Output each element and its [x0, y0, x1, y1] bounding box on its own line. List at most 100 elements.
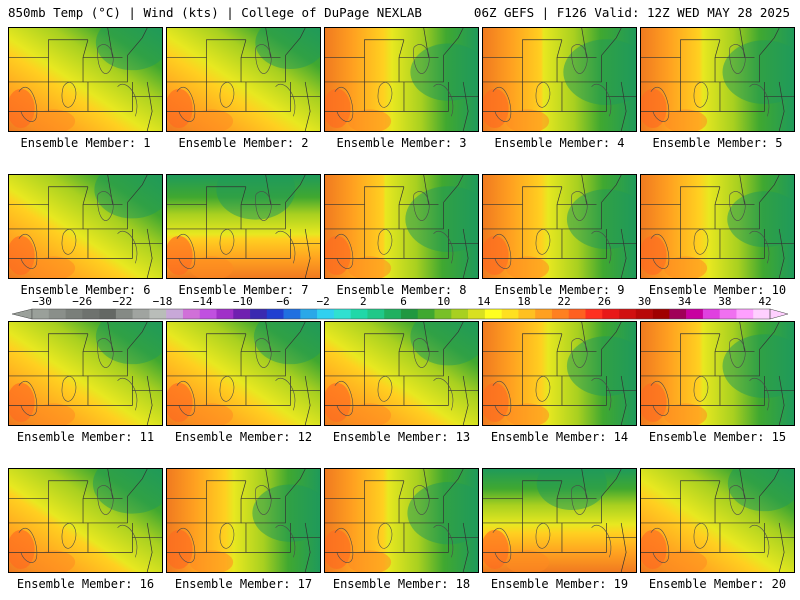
state-boundary [87, 228, 133, 259]
state-boundary [483, 39, 562, 58]
temperature-map [166, 321, 321, 426]
state-boundary [127, 28, 148, 56]
ensemble-panel: Ensemble Member: 13 [324, 321, 479, 444]
state-boundary [778, 228, 785, 278]
state-boundary [206, 81, 247, 112]
temperature-map [8, 174, 163, 279]
warm-area [9, 88, 35, 129]
ensemble-panel: Ensemble Member: 18 [324, 468, 479, 591]
contour-line [492, 87, 512, 122]
colorbar-swatch [250, 309, 268, 319]
contour-line [255, 485, 272, 515]
state-boundary [680, 228, 721, 259]
warm-area [347, 550, 392, 572]
state-boundary [483, 480, 562, 499]
state-boundary [285, 469, 306, 497]
contour-line [255, 191, 272, 221]
state-boundary [87, 522, 133, 553]
state-boundary [739, 28, 745, 58]
colorbar-swatch [115, 309, 133, 319]
state-boundary [87, 81, 133, 112]
ensemble-member-label: Ensemble Member: 20 [648, 577, 787, 591]
colorbar-tick-label: 18 [517, 295, 531, 308]
contour-line [413, 191, 430, 221]
ensemble-member-label: Ensemble Member: 3 [336, 136, 467, 150]
state-boundary [107, 175, 113, 205]
colorbar-tick-label: −2 [316, 295, 330, 308]
state-boundary [462, 522, 469, 572]
warm-area [663, 256, 708, 278]
warm-area [31, 403, 76, 425]
ensemble-panel: Ensemble Member: 14 [482, 321, 637, 444]
state-boundary [719, 375, 765, 406]
cool-area [95, 28, 162, 71]
cool-area [563, 39, 636, 105]
warm-area [641, 529, 667, 570]
warm-area [505, 109, 550, 131]
state-boundary [403, 81, 449, 112]
state-boundary [423, 28, 429, 58]
state-boundary [522, 522, 563, 553]
state-boundary [462, 375, 469, 425]
map-title: 850mb Temp (°C) | Wind (kts) | College o… [8, 5, 422, 20]
state-boundary [641, 39, 720, 58]
ensemble-panel: Ensemble Member: 17 [166, 468, 321, 591]
colorbar-swatch [535, 309, 553, 319]
contour-line [97, 44, 114, 74]
temperature-map [324, 468, 479, 573]
colorbar-swatch [501, 309, 519, 319]
ensemble-member-label: Ensemble Member: 6 [20, 283, 151, 297]
state-boundary [601, 469, 622, 497]
state-boundary [620, 81, 627, 131]
state-boundary [719, 522, 765, 553]
warm-area [663, 403, 708, 425]
state-boundary [522, 375, 563, 406]
temperature-map [166, 468, 321, 573]
state-boundary [561, 522, 607, 553]
state-boundary [304, 375, 311, 425]
colorbar-swatch [568, 309, 586, 319]
colorbar-swatch [619, 309, 637, 319]
state-boundary [48, 81, 89, 112]
state-boundary [443, 469, 464, 497]
state-boundary [423, 175, 429, 205]
state-boundary [48, 522, 89, 553]
state-boundary [778, 375, 785, 425]
ensemble-member-label: Ensemble Member: 11 [16, 430, 155, 444]
state-boundary [561, 375, 607, 406]
ensemble-member-label: Ensemble Member: 13 [332, 430, 471, 444]
state-boundary [146, 522, 153, 572]
state-boundary [778, 522, 785, 572]
state-boundary [620, 375, 627, 425]
warm-area [167, 382, 193, 423]
ensemble-member-label: Ensemble Member: 15 [648, 430, 787, 444]
state-boundary [83, 202, 128, 230]
state-boundary [206, 522, 247, 553]
state-boundary [601, 322, 622, 350]
contour-line [334, 87, 354, 122]
state-boundary [443, 28, 464, 56]
colorbar-swatch [266, 309, 284, 319]
colorbar-min-arrow [12, 308, 33, 320]
contour-line [650, 234, 670, 269]
contour-line [334, 528, 354, 563]
warm-area [189, 256, 234, 278]
warm-area [505, 550, 550, 572]
cool-area [407, 482, 478, 545]
state-boundary [641, 186, 720, 205]
warm-area [641, 88, 667, 129]
contour-line [413, 338, 430, 368]
colorbar-swatch [333, 309, 351, 319]
warm-area [31, 550, 76, 572]
warm-area [325, 382, 351, 423]
state-boundary [241, 349, 286, 377]
contour-line [413, 44, 430, 74]
state-boundary [245, 228, 291, 259]
state-boundary [285, 28, 306, 56]
colorbar-swatch [216, 309, 234, 319]
temperature-map [324, 321, 479, 426]
contour-line [650, 87, 670, 122]
state-boundary [483, 333, 562, 352]
colorbar-swatch [182, 309, 201, 319]
cool-area [722, 334, 794, 399]
